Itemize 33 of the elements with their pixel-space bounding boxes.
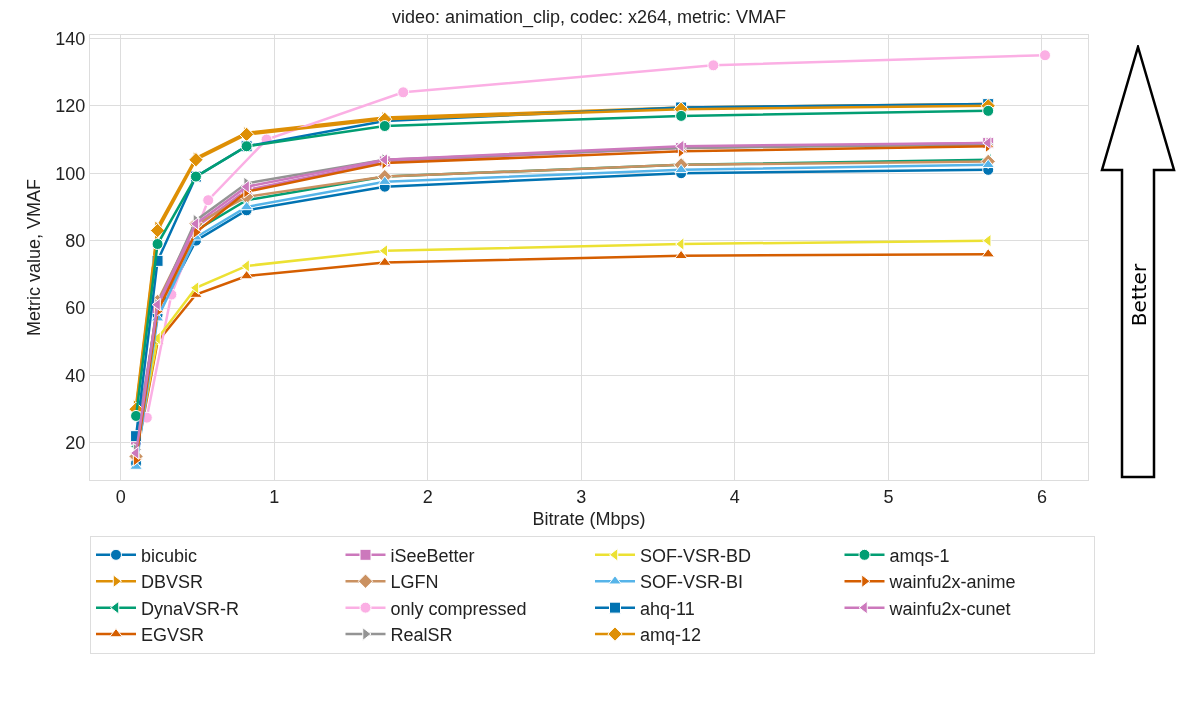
legend-label: SOF-VSR-BI <box>640 572 744 593</box>
legend-label: wainfu2x-cunet <box>888 598 1011 619</box>
x-axis-title: Bitrate (Mbps) <box>532 508 646 529</box>
x-tick-label: 3 <box>576 486 587 507</box>
y-tick-label: 140 <box>55 28 86 49</box>
y-axis-title: Metric value, VMAF <box>23 178 44 337</box>
legend-label: wainfu2x-anime <box>888 572 1016 593</box>
y-tick-label: 40 <box>65 365 86 386</box>
legend-label: only compressed <box>390 598 527 619</box>
legend-label: ahq-11 <box>640 598 695 619</box>
y-tick-label: 60 <box>65 298 86 319</box>
legend-label: DynaVSR-R <box>141 598 240 619</box>
x-tick-label: 4 <box>729 486 740 507</box>
x-tick-label: 6 <box>1036 486 1047 507</box>
legend-label: amq-12 <box>640 625 702 646</box>
x-tick-label: 0 <box>115 486 126 507</box>
legend-label: SOF-VSR-BD <box>640 545 752 566</box>
legend-label: DBVSR <box>141 572 204 593</box>
legend-label: amqs-1 <box>889 545 950 566</box>
legend-label: bicubic <box>141 545 198 566</box>
legend-label: LGFN <box>390 572 439 593</box>
y-tick-label: 80 <box>65 230 86 251</box>
y-tick-label: 120 <box>55 96 86 117</box>
x-tick-label: 5 <box>883 486 894 507</box>
text: Better <box>1127 263 1151 327</box>
chart-title: video: animation_clip, codec: x264, metric: VMAF <box>391 7 787 29</box>
x-tick-label: 2 <box>422 486 433 507</box>
y-tick-label: 100 <box>55 163 86 184</box>
legend-label: iSeeBetter <box>390 545 475 566</box>
legend-label: EGVSR <box>141 625 205 646</box>
x-tick-label: 1 <box>269 486 280 507</box>
y-tick-label: 20 <box>65 433 86 454</box>
legend-label: RealSR <box>390 625 453 646</box>
